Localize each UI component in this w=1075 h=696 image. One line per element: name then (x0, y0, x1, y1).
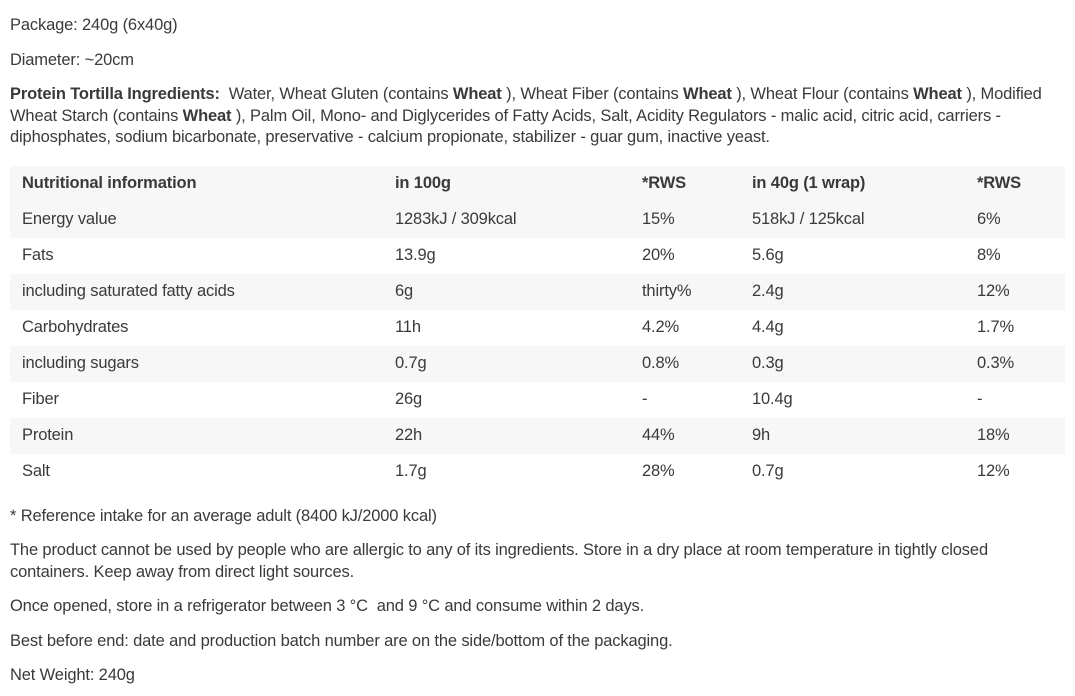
table-cell: 26g (395, 389, 423, 408)
table-cell: 2.4g (752, 281, 784, 300)
allergen-bold-text: Wheat (683, 85, 732, 103)
table-cell: 18% (977, 425, 1010, 444)
ingredients-text: Water, Wheat Gluten (contains Wheat ), W… (10, 85, 1046, 146)
opened-storage-note: Once opened, store in a refrigerator bet… (10, 597, 645, 615)
table-header-cell: Nutritional information (22, 173, 197, 192)
table-cell: - (977, 389, 983, 408)
nutrition-table: Nutritional information in 100g *RWS in 40g… (10, 165, 1065, 490)
table-row: Energy value 1283kJ / 309kcal 15% 518kJ / 1… (10, 201, 1065, 238)
allergen-bold-text: Wheat (452, 85, 502, 103)
table-header-cell: *RWS (977, 173, 1022, 192)
ingredients-text-segment: Water, Wheat Gluten (contains (219, 85, 453, 103)
table-cell: 11h (395, 317, 421, 336)
table-cell: 1283kJ / 309kcal (395, 209, 517, 228)
table-row: Carbohydrates 11h 4.2% 4.4g 1.7% (10, 310, 1065, 346)
table-cell: thirty% (642, 281, 692, 300)
table-cell: 1.7g (395, 461, 427, 480)
ingredients-text-segment: ), Wheat Fiber (contains (501, 85, 684, 103)
table-row: Fats 13.9g 20% 5.6g 8% (10, 238, 1065, 274)
table-cell: 44% (642, 425, 675, 444)
table-cell: 15% (642, 209, 675, 228)
table-cell: 12% (977, 281, 1010, 300)
diameter-line: Diameter: ~20cm (10, 50, 134, 69)
table-row: Protein 22h 44% 9h 18% (10, 417, 1065, 454)
table-cell: Carbohydrates (22, 317, 129, 336)
net-weight-line: Net Weight: 240g (10, 666, 135, 684)
table-header-row: Nutritional information in 100g *RWS in 40g… (10, 165, 1065, 202)
allergy-storage-note: The product cannot be used by people who… (10, 541, 993, 581)
table-cell: - (642, 389, 648, 408)
best-before-note: Best before end: date and production bat… (10, 631, 673, 650)
table-cell: 4.4g (752, 317, 784, 336)
ingredients-label: Protein Tortilla Ingredients: (10, 85, 220, 103)
table-cell: Fats (22, 245, 54, 264)
table-cell: 13.9g (395, 245, 436, 264)
table-cell: 0.7g (395, 353, 427, 372)
table-header-cell: *RWS (642, 173, 687, 192)
table-cell: Fiber (22, 389, 59, 408)
table-cell: 1.7% (977, 317, 1015, 336)
table-cell: Energy value (22, 209, 117, 228)
table-cell: 12% (977, 461, 1010, 480)
allergen-bold-text: Wheat (182, 106, 232, 125)
package-line: Package: 240g (6x40g) (10, 16, 178, 34)
table-cell: 4.2% (642, 317, 680, 336)
table-cell: 9h (752, 425, 771, 444)
ingredients-text-segment: ), Wheat Flour (contains (731, 85, 914, 103)
table-cell: 0.3% (977, 353, 1015, 372)
table-cell: Protein (22, 425, 74, 444)
table-row: including saturated fatty acids 6g thirty%… (10, 273, 1065, 310)
ingredients-text-segment: ), Palm Oil, Mono- and Diglycerides of F… (10, 106, 1006, 147)
table-cell: 0.8% (642, 353, 680, 372)
table-cell: 0.7g (752, 461, 784, 480)
table-cell: 8% (977, 245, 1001, 264)
reference-intake-note: * Reference intake for an average adult … (10, 506, 437, 525)
table-row: Fiber 26g - 10.4g - (10, 382, 1065, 418)
ingredients-text-segment: ), Modified Wheat Starch (contains (10, 85, 1047, 125)
table-cell: 6g (395, 281, 414, 300)
table-cell: 0.3g (752, 353, 784, 372)
table-cell: 10.4g (752, 389, 793, 408)
allergen-bold-text: Wheat (913, 85, 962, 103)
table-cell: 6% (977, 209, 1001, 228)
table-row: Salt 1.7g 28% 0.7g 12% (10, 454, 1065, 490)
table-header-cell: in 100g (395, 173, 451, 192)
table-cell: 28% (642, 461, 675, 480)
table-cell: 518kJ / 125kcal (752, 209, 865, 228)
table-cell: 22h (395, 425, 423, 444)
table-cell: 20% (642, 245, 675, 264)
table-cell: including saturated fatty acids (22, 281, 235, 300)
ingredients-paragraph: Protein Tortilla Ingredients: Water, Whe… (10, 84, 1065, 149)
table-cell: Salt (22, 461, 50, 480)
table-header-cell: in 40g (1 wrap) (752, 173, 866, 192)
table-cell: 5.6g (752, 245, 784, 264)
table-row: including sugars 0.7g 0.8% 0.3g 0.3% (10, 345, 1065, 382)
table-cell: including sugars (22, 353, 139, 372)
